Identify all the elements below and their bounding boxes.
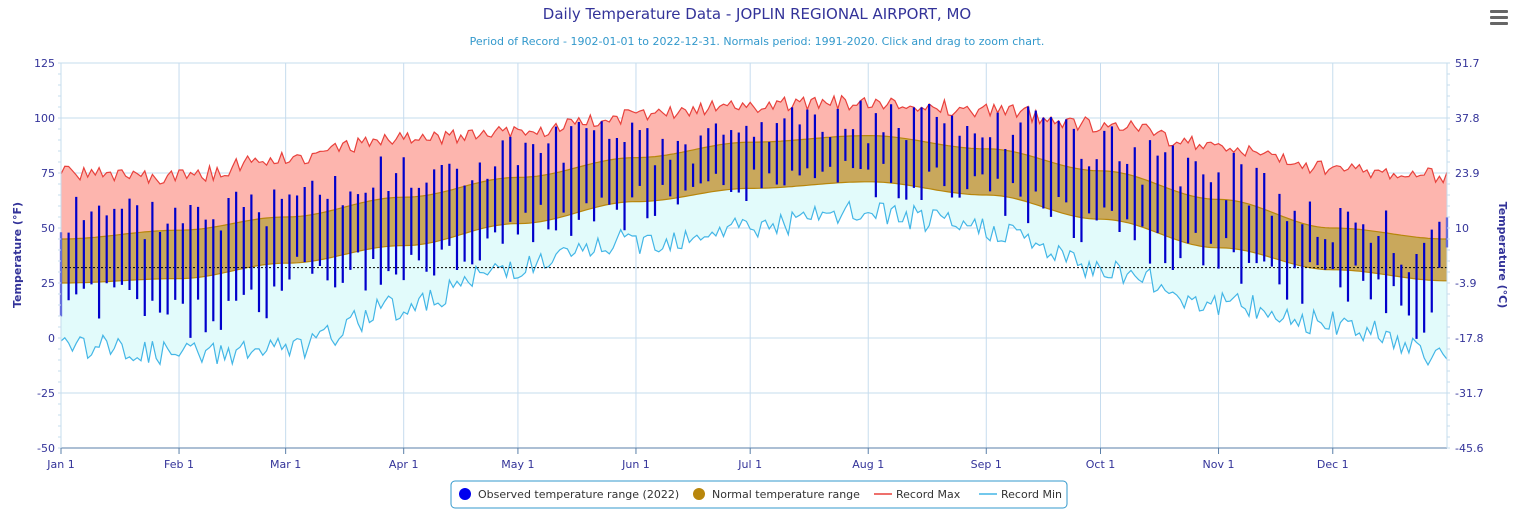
y-axis-label-right: Temperature (°C): [1496, 202, 1509, 309]
menu-icon-bar: [1490, 22, 1508, 25]
y-tick-label-left: -25: [37, 387, 55, 400]
x-tick-label: Jan 1: [46, 458, 74, 471]
x-tick-label: Mar 1: [270, 458, 301, 471]
x-tick-label: May 1: [501, 458, 534, 471]
legend-item-record-max[interactable]: Record Max: [874, 488, 961, 501]
record-min-line: [60, 199, 1448, 367]
series-layer: [59, 94, 1449, 367]
y-tick-label-right: 23.9: [1455, 167, 1480, 180]
normal-low-line: [61, 181, 1447, 284]
y-tick-label-left: 25: [41, 277, 55, 290]
x-tick-label: Apr 1: [389, 458, 419, 471]
y-tick-label-right: 37.8: [1455, 112, 1480, 125]
legend-label-normal: Normal temperature range: [712, 488, 860, 501]
chart-title: Daily Temperature Data - JOPLIN REGIONAL…: [543, 5, 971, 23]
y-tick-label-left: 0: [48, 332, 55, 345]
x-tick-label: Nov 1: [1203, 458, 1235, 471]
y-tick-label-right: -45.6: [1455, 442, 1483, 455]
legend-item-record-min[interactable]: Record Min: [979, 488, 1062, 501]
chart-menu-button[interactable]: [1490, 8, 1508, 26]
y-tick-label-left: 100: [34, 112, 55, 125]
record-max-line: [60, 94, 1448, 185]
y-tick-label-left: 125: [34, 57, 55, 70]
record-min-fill: [61, 181, 1447, 365]
legend-label-observed: Observed temperature range (2022): [478, 488, 679, 501]
y-tick-label-right: -31.7: [1455, 387, 1483, 400]
legend-label-record-min: Record Min: [1001, 488, 1062, 501]
y-tick-label-right: -3.9: [1455, 277, 1476, 290]
legend-marker-observed: [459, 488, 471, 500]
y-tick-label-right: 51.7: [1455, 57, 1480, 70]
legend-label-record-max: Record Max: [896, 488, 961, 501]
y-tick-label-left: 50: [41, 222, 55, 235]
x-tick-label: Sep 1: [971, 458, 1002, 471]
legend-item-normal[interactable]: Normal temperature range: [693, 488, 860, 501]
menu-icon-bar: [1490, 10, 1508, 13]
y-tick-label-right: -17.8: [1455, 332, 1483, 345]
x-tick-label: Dec 1: [1317, 458, 1349, 471]
x-tick-label: Aug 1: [852, 458, 884, 471]
legend-item-observed[interactable]: Observed temperature range (2022): [459, 488, 679, 501]
x-tick-label: Jul 1: [737, 458, 762, 471]
y-tick-label-left: -50: [37, 442, 55, 455]
legend-marker-normal: [693, 488, 705, 500]
menu-icon-bar: [1490, 16, 1508, 19]
record-max-fill: [61, 95, 1447, 239]
y-axis-label-left: Temperature (°F): [11, 202, 24, 308]
x-tick-label: Jun 1: [621, 458, 650, 471]
axes: -50 -45.6 -25 -31.7 0 -17.8 25 -3.9 50 10 75 23.9 10…: [34, 57, 1483, 471]
legend: Observed temperature range (2022) Normal…: [450, 480, 1068, 509]
legend-box: [450, 480, 1068, 509]
chart-subtitle: Period of Record - 1902-01-01 to 2022-12…: [470, 35, 1045, 48]
x-tick-label: Feb 1: [164, 458, 194, 471]
x-tick-label: Oct 1: [1086, 458, 1116, 471]
y-tick-label-right: 10: [1455, 222, 1469, 235]
y-tick-label-left: 75: [41, 167, 55, 180]
normal-range-band: [61, 135, 1447, 283]
